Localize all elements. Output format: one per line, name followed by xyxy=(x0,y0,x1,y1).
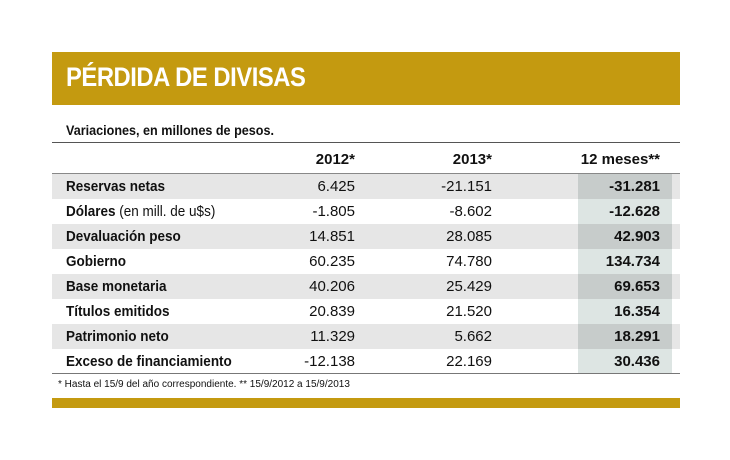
value-2012: 40.206 xyxy=(309,278,355,295)
value-2013: -8.602 xyxy=(449,203,492,220)
value-2012: -12.138 xyxy=(304,353,355,370)
table-row: Patrimonio neto 11.329 5.662 18.291 xyxy=(52,324,680,349)
value-2012: 6.425 xyxy=(317,178,355,195)
value-12-meses: 30.436 xyxy=(614,353,660,370)
value-2013: 5.662 xyxy=(454,328,492,345)
table-row: Gobierno 60.235 74.780 134.734 xyxy=(52,249,680,274)
highlight-cell xyxy=(578,224,672,249)
top-rule xyxy=(52,142,680,143)
title-banner: PÉRDIDA DE DIVISAS xyxy=(52,52,680,105)
row-label: Gobierno xyxy=(66,253,126,270)
value-2012: 11.329 xyxy=(310,328,355,345)
highlight-cell xyxy=(578,349,672,374)
row-label: Patrimonio neto xyxy=(66,328,169,345)
highlight-cell xyxy=(578,324,672,349)
col-header-2012: 2012* xyxy=(315,151,355,168)
value-2013: -21.151 xyxy=(441,178,492,195)
highlight-cell xyxy=(578,274,672,299)
row-label-text: Gobierno xyxy=(66,253,127,270)
row-label: Devaluación peso xyxy=(66,228,181,245)
value-2013: 74.780 xyxy=(446,253,492,270)
table-row: Dólares (en mill. de u$s) -1.805 -8.602 … xyxy=(52,199,680,224)
value-12-meses: 16.354 xyxy=(614,303,660,320)
table-title: PÉRDIDA DE DIVISAS xyxy=(66,62,306,92)
row-label-note: (en mill. de u$s) xyxy=(115,203,216,220)
row-label-text: Títulos emitidos xyxy=(66,303,170,320)
row-label-text: Patrimonio neto xyxy=(66,328,169,345)
subtitle: Variaciones, en millones de pesos. xyxy=(66,122,274,138)
value-12-meses: -12.628 xyxy=(609,203,660,220)
bottom-bar xyxy=(52,398,680,408)
value-2013: 28.085 xyxy=(446,228,492,245)
value-2012: 60.235 xyxy=(309,253,355,270)
value-2012: -1.805 xyxy=(312,203,355,220)
value-2012: 20.839 xyxy=(309,303,355,320)
row-label: Base monetaria xyxy=(66,278,167,295)
col-header-12-meses: 12 meses** xyxy=(580,151,660,168)
highlight-cell xyxy=(578,299,672,324)
highlight-cell xyxy=(578,249,672,274)
footnote: * Hasta el 15/9 del año correspondiente.… xyxy=(58,379,350,390)
row-label-text: Dólares xyxy=(66,203,116,220)
value-12-meses: 18.291 xyxy=(614,328,660,345)
row-label-text: Exceso de financiamiento xyxy=(66,353,232,370)
value-2013: 22.169 xyxy=(446,353,492,370)
row-label-text: Devaluación peso xyxy=(66,228,181,245)
value-12-meses: -31.281 xyxy=(609,178,660,195)
value-12-meses: 134.734 xyxy=(605,253,660,270)
col-header-2013: 2013* xyxy=(452,151,492,168)
highlight-cell xyxy=(578,199,672,224)
table-row: Reservas netas 6.425 -21.151 -31.281 xyxy=(52,174,680,199)
table-row: Devaluación peso 14.851 28.085 42.903 xyxy=(52,224,680,249)
row-label: Exceso de financiamiento xyxy=(66,353,232,370)
bottom-rule xyxy=(52,373,680,374)
value-12-meses: 69.653 xyxy=(614,278,660,295)
table-row: Títulos emitidos 20.839 21.520 16.354 xyxy=(52,299,680,324)
row-label-text: Base monetaria xyxy=(66,278,167,295)
table-row: Exceso de financiamiento -12.138 22.169 … xyxy=(52,349,680,374)
row-label: Títulos emitidos xyxy=(66,303,170,320)
value-2013: 21.520 xyxy=(446,303,492,320)
highlight-cell xyxy=(578,174,672,199)
header-row: 2012* 2013* 12 meses** xyxy=(52,147,680,172)
row-label: Dólares (en mill. de u$s) xyxy=(66,203,215,220)
table-row: Base monetaria 40.206 25.429 69.653 xyxy=(52,274,680,299)
value-12-meses: 42.903 xyxy=(614,228,660,245)
value-2012: 14.851 xyxy=(309,228,355,245)
row-label: Reservas netas xyxy=(66,178,165,195)
row-label-text: Reservas netas xyxy=(66,178,166,195)
value-2013: 25.429 xyxy=(446,278,492,295)
header-rule xyxy=(52,173,680,174)
